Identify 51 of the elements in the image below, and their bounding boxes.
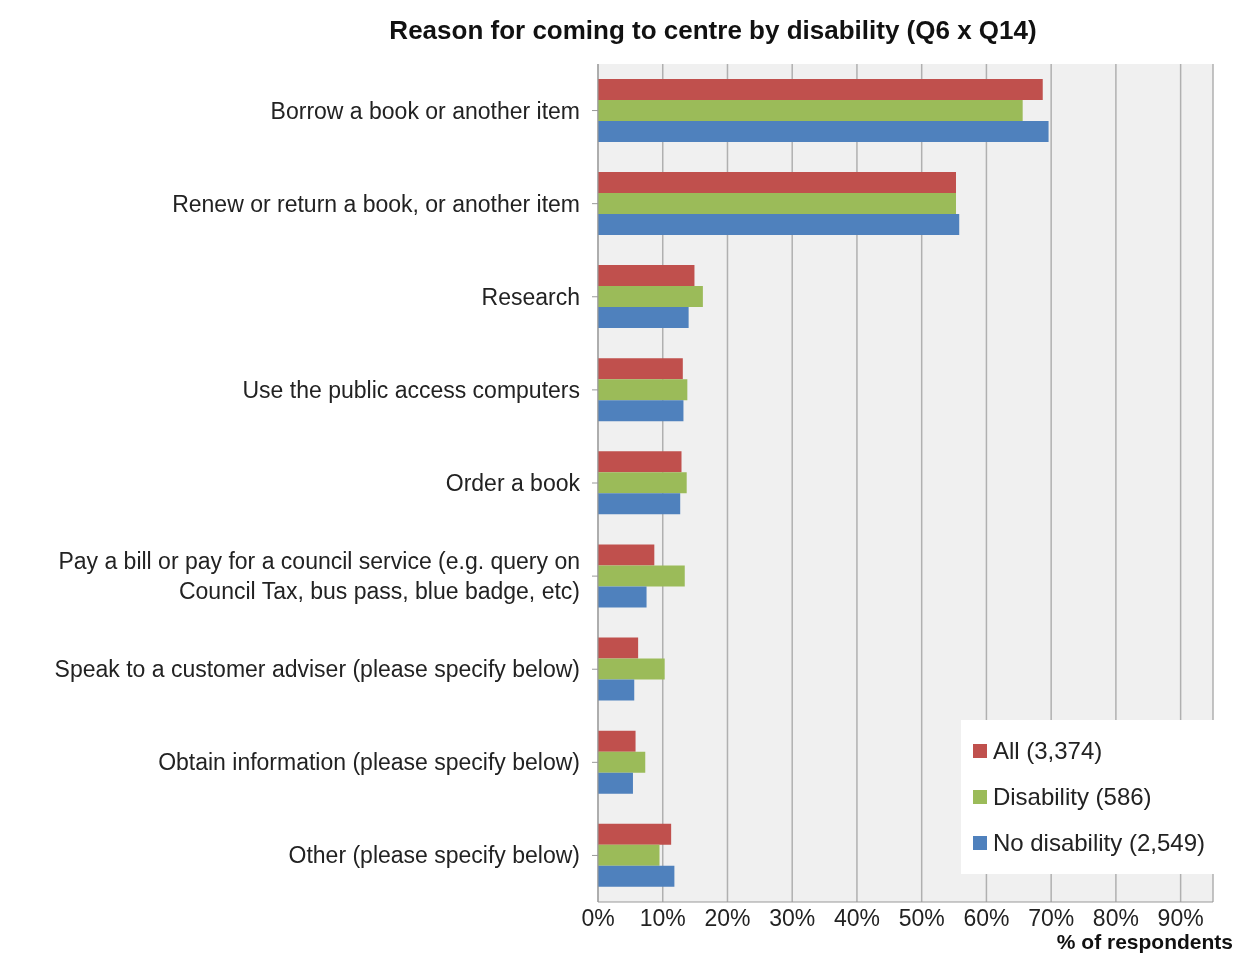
x-tick-label: 70% <box>1028 905 1075 932</box>
bar <box>598 586 647 608</box>
x-tick-label: 40% <box>833 905 880 932</box>
y-tick-label: Other (please specify below) <box>288 842 580 869</box>
bar <box>598 730 636 752</box>
bar <box>598 772 633 794</box>
bar <box>598 265 695 287</box>
bar <box>598 99 1023 121</box>
bar <box>598 78 1043 100</box>
bar <box>598 400 684 422</box>
bar <box>598 544 655 566</box>
x-tick-label: 50% <box>898 905 945 932</box>
y-tick-label: Use the public access computers <box>242 376 580 403</box>
legend-label: No disability (2,549) <box>992 829 1205 857</box>
x-axis-title: % of respondents <box>1056 930 1233 953</box>
legend-label: Disability (586) <box>992 783 1152 811</box>
chart-title: Reason for coming to centre by disability (Q6 x Q14) <box>388 14 1038 47</box>
y-tick-label: Order a book <box>445 470 581 496</box>
x-tick-label: 30% <box>769 905 816 932</box>
x-tick-label: 10% <box>639 905 686 932</box>
y-tick-label: Speak to a customer adviser (please specify below) <box>54 656 580 683</box>
bar <box>598 658 665 680</box>
bar <box>598 565 685 587</box>
x-tick-label: 80% <box>1092 905 1139 932</box>
y-tick-label: Obtain information (please specify below) <box>158 749 580 776</box>
bar <box>598 172 956 194</box>
bar <box>598 637 639 659</box>
bar <box>598 679 635 701</box>
x-tick-label: 0% <box>581 905 615 932</box>
bar <box>598 493 681 515</box>
bar <box>598 193 956 215</box>
bar <box>598 451 682 473</box>
bar <box>598 307 689 329</box>
x-tick-label: 90% <box>1157 905 1204 932</box>
x-tick-label: 20% <box>704 905 751 932</box>
y-tick-label: Research <box>481 283 580 310</box>
bar <box>598 865 675 887</box>
bar <box>598 214 960 236</box>
bar <box>598 751 646 773</box>
y-tick-label: Borrow a book or another item <box>270 97 580 124</box>
y-tick-label: Renew or return a book, or another item <box>172 190 580 217</box>
bar <box>598 472 687 494</box>
y-tick-label: Pay a bill or pay for a council service (e.g. query on Council Tax, bus pass, blue badge, etc) <box>58 548 580 605</box>
bar <box>598 358 683 380</box>
bar <box>598 286 703 308</box>
bar <box>598 120 1049 142</box>
bar <box>598 844 660 866</box>
legend-label: All (3,374) <box>992 737 1103 765</box>
x-tick-label: 60% <box>963 905 1010 932</box>
bar <box>598 823 672 845</box>
bar <box>598 379 688 401</box>
